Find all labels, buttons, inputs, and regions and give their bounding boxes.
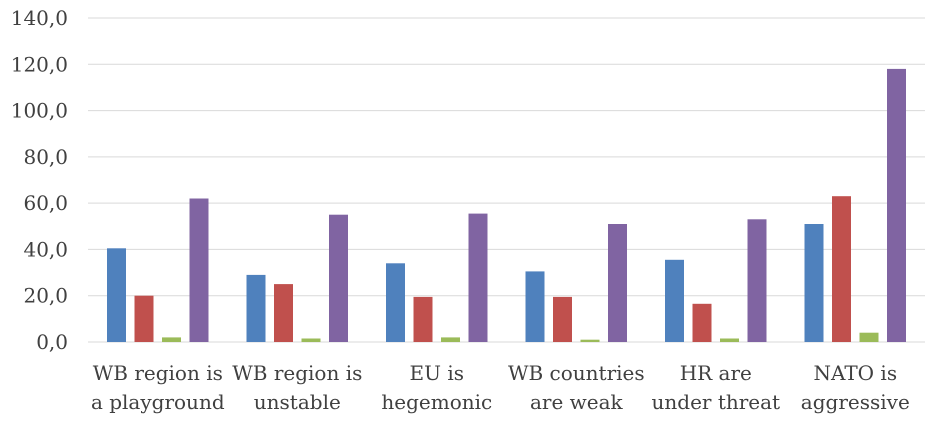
bar <box>553 296 572 342</box>
x-category-label: WB countries <box>508 361 645 385</box>
x-category-label: EU is <box>410 361 464 385</box>
y-axis-tick-labels: 0,0 20,0 40,0 60,0 80,0 100,0 120,0 140,0 <box>11 6 68 354</box>
y-tick-label: 140,0 <box>11 6 68 30</box>
bar <box>413 296 433 342</box>
x-category-label: WB region is <box>93 361 223 385</box>
bar <box>692 303 712 342</box>
bar <box>887 68 906 343</box>
y-tick-label: 40,0 <box>23 237 68 261</box>
bar <box>134 295 154 342</box>
gridlines <box>88 17 925 343</box>
x-category-label: unstable <box>254 390 341 414</box>
y-tick-label: 120,0 <box>11 52 68 76</box>
bar <box>189 198 209 342</box>
x-category-label: are weak <box>530 390 624 414</box>
x-category-label: a playground <box>91 390 225 414</box>
bar <box>301 338 321 342</box>
bar <box>162 337 181 342</box>
bar <box>608 224 627 342</box>
bar <box>107 248 126 342</box>
bar <box>804 224 824 342</box>
bar <box>274 284 293 342</box>
bar <box>747 219 767 342</box>
y-tick-label: 0,0 <box>36 330 68 354</box>
y-tick-label: 100,0 <box>11 99 68 123</box>
y-tick-label: 80,0 <box>23 145 68 169</box>
bar <box>665 259 684 342</box>
y-tick-label: 20,0 <box>23 284 68 308</box>
x-category-label: NATO is <box>813 361 897 385</box>
bar <box>386 263 405 342</box>
bar <box>525 271 545 342</box>
bar <box>441 337 460 342</box>
x-category-label: aggressive <box>801 390 910 414</box>
bar <box>859 332 879 342</box>
x-category-label: HR are <box>680 361 752 385</box>
bar <box>246 274 266 342</box>
bar <box>720 338 739 342</box>
bar <box>832 196 851 342</box>
x-category-label: hegemonic <box>381 390 492 414</box>
x-category-label: under threat <box>652 390 781 414</box>
bar <box>580 339 600 342</box>
x-category-label: WB region is <box>232 361 362 385</box>
bars <box>107 68 906 343</box>
y-tick-label: 60,0 <box>23 191 68 215</box>
x-axis-category-labels: WB region is a playground WB region is unst… <box>91 361 910 414</box>
bar <box>329 214 348 342</box>
bar <box>468 213 488 342</box>
